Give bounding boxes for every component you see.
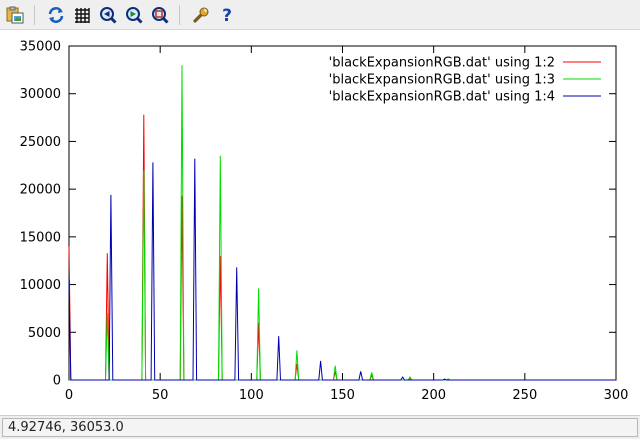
copy-to-clipboard-button[interactable] xyxy=(4,4,26,26)
grid-button[interactable] xyxy=(71,4,93,26)
y-tick-label: 10000 xyxy=(20,278,61,293)
x-tick-label: 200 xyxy=(421,388,446,403)
legend-label-3: 'blackExpansionRGB.dat' using 1:4 xyxy=(329,90,555,105)
chart[interactable]: 0 5000 10000 15000 20000 25000 30000 35000 0 50 10… xyxy=(0,30,640,415)
wrench-icon xyxy=(193,7,209,23)
zoom-previous-button[interactable] xyxy=(97,4,119,26)
zoom-previous-icon xyxy=(100,6,117,24)
clipboard-icon xyxy=(6,6,24,23)
help-icon: ? xyxy=(222,6,232,24)
replot-button[interactable] xyxy=(45,4,67,26)
status-bar: 4.92746, 36053.0 xyxy=(0,415,640,439)
toolbar-separator xyxy=(34,4,35,25)
y-tick-label: 15000 xyxy=(20,230,61,245)
zoom-unzoom-icon xyxy=(152,6,169,24)
x-tick-label: 300 xyxy=(604,388,629,403)
x-tick-label: 250 xyxy=(512,388,537,403)
unzoom-button[interactable] xyxy=(149,4,171,26)
x-tick-label: 50 xyxy=(152,388,169,403)
toolbar-separator xyxy=(179,4,180,25)
help-button[interactable]: ? xyxy=(216,4,238,26)
grid-icon xyxy=(75,7,90,23)
y-tick-label: 0 xyxy=(53,374,61,389)
legend-label-2: 'blackExpansionRGB.dat' using 1:3 xyxy=(329,73,555,88)
y-tick-label: 35000 xyxy=(20,40,61,55)
x-tick-label: 0 xyxy=(65,388,73,403)
x-tick-label: 150 xyxy=(330,388,355,403)
y-tick-label: 30000 xyxy=(20,87,61,102)
y-tick-label: 5000 xyxy=(28,326,61,341)
series-line-3 xyxy=(68,158,616,381)
zoom-next-icon xyxy=(126,6,143,24)
settings-button[interactable] xyxy=(190,4,212,26)
zoom-next-button[interactable] xyxy=(123,4,145,26)
x-tick-label: 100 xyxy=(239,388,264,403)
plot-area[interactable]: 0 5000 10000 15000 20000 25000 30000 35000 0 50 10… xyxy=(0,30,640,415)
replot-icon xyxy=(48,6,64,23)
svg-text:?: ? xyxy=(222,6,232,24)
legend-label-1: 'blackExpansionRGB.dat' using 1:2 xyxy=(329,56,555,71)
series-line-2 xyxy=(69,65,616,381)
y-tick-label: 25000 xyxy=(20,135,61,150)
toolbar: ? xyxy=(0,0,640,30)
mouse-coordinates: 4.92746, 36053.0 xyxy=(2,418,638,437)
y-tick-label: 20000 xyxy=(20,183,61,198)
